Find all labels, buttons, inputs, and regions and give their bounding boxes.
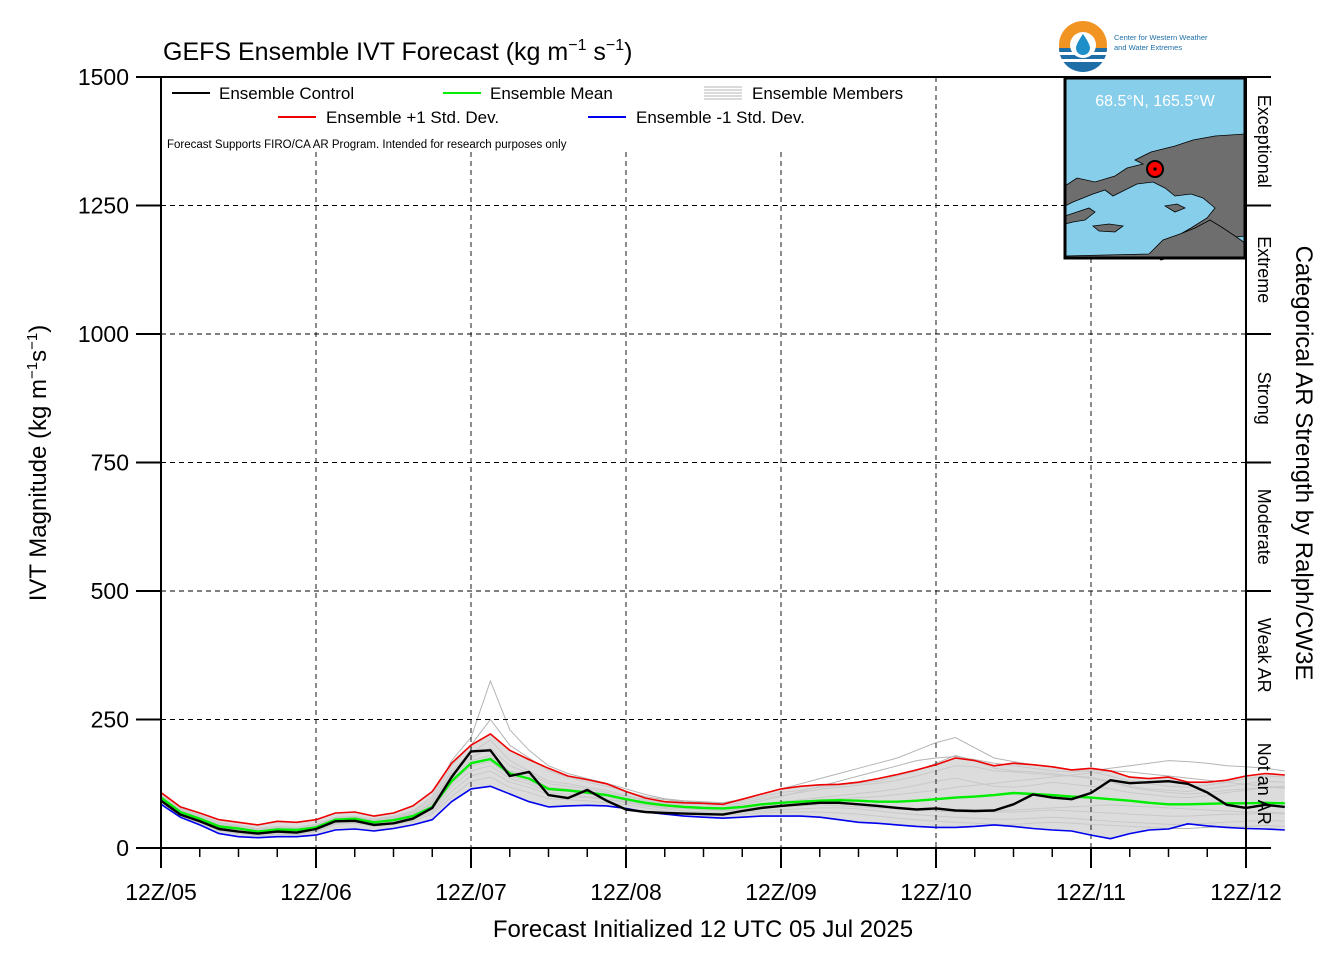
research-note: Forecast Supports FIRO/CA AR Program. In…: [167, 139, 567, 151]
chart-title: GEFS Ensemble IVT Forecast (kg m−1 s−1): [163, 37, 633, 66]
legend-label-mean: Ensemble Mean: [490, 84, 613, 103]
category-label-1: Weak AR: [1254, 618, 1274, 693]
ylabel-superscript-1: −1: [24, 362, 41, 379]
title-superscript-2: −1: [606, 37, 624, 54]
series-line-control: [160, 749, 1285, 835]
x-axis-label: Forecast Initialized 12 UTC 05 Jul 2025: [493, 916, 913, 943]
water-drop-icon: [1076, 34, 1090, 55]
series-line-minus: [160, 785, 1285, 840]
category-label-2: Moderate: [1254, 489, 1274, 565]
location-inset-map: 68.5°N, 165.5°W: [1063, 76, 1247, 261]
grid-layer: [161, 77, 1246, 848]
legend-label-control: Ensemble Control: [219, 84, 354, 103]
x-tick-label-4: 12Z/09: [745, 879, 817, 905]
legend-swatch-members: [704, 86, 742, 100]
series-layer: [160, 733, 1285, 840]
location-label: 68.5°N, 165.5°W: [1095, 93, 1215, 110]
x-tick-label-5: 12Z/10: [900, 879, 972, 905]
x-tick-label-2: 12Z/07: [435, 879, 507, 905]
legend-label-minus: Ensemble -1 Std. Dev.: [636, 108, 805, 127]
y-tick-label-500: 500: [91, 578, 129, 604]
logo-text-line-2: and Water Extremes: [1114, 43, 1182, 52]
map-landmass-3: [1092, 223, 1125, 233]
ylabel-middle: s: [25, 350, 52, 362]
legend-label-members: Ensemble Members: [752, 84, 903, 103]
axes-layer: 0 250 500 750 1000 1250 1500 12Z/05 12Z/06 12Z/07…: [78, 64, 1282, 905]
y-tick-label-0: 0: [116, 835, 129, 861]
y-axis-label: IVT Magnitude (kg m−1s−1): [24, 325, 52, 602]
logo-text-line-1: Center for Western Weather: [1114, 33, 1208, 42]
ylabel-end: ): [25, 325, 52, 333]
map-land: [1064, 133, 1246, 261]
category-label-0: Not an AR: [1254, 743, 1274, 825]
y-tick-label-1000: 1000: [78, 321, 129, 347]
title-middle: s: [586, 38, 605, 66]
ylabel-superscript-2: −1: [24, 333, 41, 350]
x-tick-label-3: 12Z/08: [590, 879, 662, 905]
series-line-mean: [160, 757, 1285, 833]
x-tick-label-7: 12Z/12: [1210, 879, 1282, 905]
right-axis-label: Categorical AR Strength by Ralph/CW3E: [1290, 246, 1317, 681]
x-tick-label-1: 12Z/06: [280, 879, 352, 905]
title-end: ): [624, 38, 632, 66]
spread-layer: [161, 733, 1285, 839]
category-label-4: Extreme: [1254, 236, 1274, 303]
y-tick-label-1250: 1250: [78, 193, 129, 219]
y-tick-label-1500: 1500: [78, 64, 129, 90]
spread-band: [161, 733, 1285, 839]
title-superscript-1: −1: [568, 37, 586, 54]
legend-label-plus: Ensemble +1 Std. Dev.: [326, 108, 499, 127]
x-tick-label-6: 12Z/11: [1056, 879, 1126, 905]
category-label-5: Exceptional: [1254, 95, 1274, 188]
category-label-3: Strong: [1254, 372, 1274, 425]
legend: Ensemble Control Ensemble Mean Ensemble …: [167, 84, 903, 151]
x-tick-label-0: 12Z/05: [125, 879, 197, 905]
y-tick-label-750: 750: [91, 450, 129, 476]
y-tick-label-250: 250: [91, 707, 129, 733]
map-landmass-4: [1163, 203, 1186, 213]
cw3e-logo: Center for Western Weather and Water Ext…: [1057, 21, 1208, 72]
series-line-plus: [160, 733, 1285, 826]
